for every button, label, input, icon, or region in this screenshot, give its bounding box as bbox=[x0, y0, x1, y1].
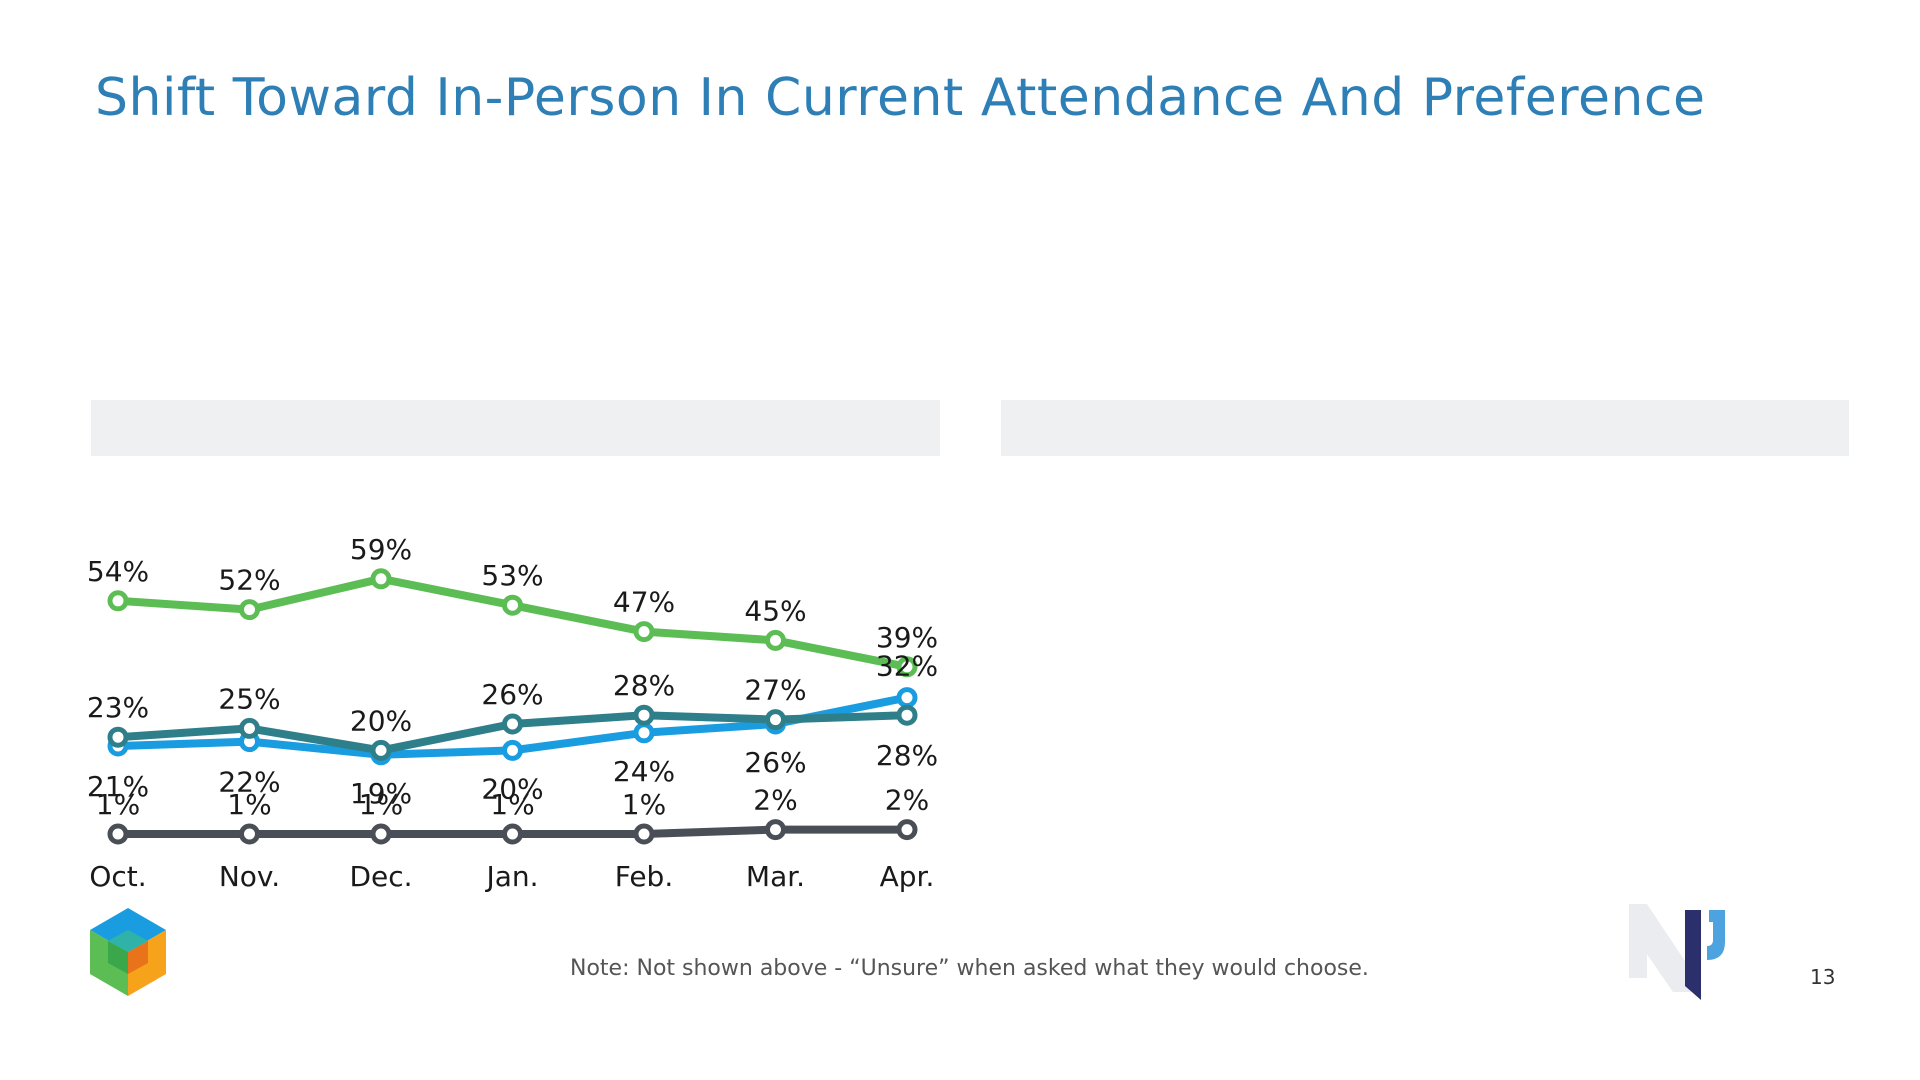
data-label: 26% bbox=[481, 678, 543, 711]
data-label: 2% bbox=[885, 784, 929, 817]
data-point bbox=[239, 823, 260, 845]
data-label: 27% bbox=[744, 674, 806, 707]
data-point bbox=[370, 739, 392, 761]
data-point bbox=[765, 709, 786, 731]
data-label: 22% bbox=[218, 766, 280, 799]
data-point bbox=[896, 704, 918, 726]
data-label: 26% bbox=[744, 746, 806, 779]
data-label: 47% bbox=[613, 586, 675, 619]
data-point bbox=[107, 726, 129, 748]
data-label: 52% bbox=[218, 564, 280, 597]
data-label: 21% bbox=[87, 770, 149, 803]
data-label: 45% bbox=[744, 594, 806, 627]
page-title: Shift Toward In-Person In Current Attend… bbox=[95, 68, 1706, 128]
data-point bbox=[107, 590, 129, 612]
np-logo-icon bbox=[1629, 904, 1725, 1000]
data-label: 1% bbox=[96, 788, 140, 821]
data-point bbox=[633, 621, 655, 643]
data-point bbox=[765, 629, 786, 651]
data-label: 19% bbox=[350, 777, 412, 810]
cube-logo-icon bbox=[90, 908, 166, 996]
data-point bbox=[107, 823, 129, 845]
x-tick-label: Nov. bbox=[219, 860, 280, 893]
x-tick-label: Mar. bbox=[746, 860, 805, 893]
x-tick-label: Apr. bbox=[880, 860, 935, 893]
data-label: 20% bbox=[350, 704, 412, 737]
data-point bbox=[633, 722, 655, 744]
data-point bbox=[502, 739, 523, 761]
data-point bbox=[370, 823, 392, 845]
data-label: 23% bbox=[87, 691, 149, 724]
x-tick-label: Oct. bbox=[89, 860, 146, 893]
data-label: 1% bbox=[622, 788, 666, 821]
data-point bbox=[633, 823, 655, 845]
data-label: 59% bbox=[350, 533, 412, 566]
data-label: 53% bbox=[481, 559, 543, 592]
page-number: 13 bbox=[1810, 965, 1836, 989]
data-label: 1% bbox=[227, 788, 271, 821]
data-label: 1% bbox=[490, 788, 534, 821]
data-point bbox=[239, 717, 260, 739]
data-point bbox=[765, 819, 786, 841]
footnote: Note: Not shown above - “Unsure” when as… bbox=[570, 956, 1369, 981]
data-label: 54% bbox=[87, 555, 149, 588]
data-label: 28% bbox=[876, 739, 938, 772]
x-tick-label: Jan. bbox=[484, 860, 538, 893]
data-label: 1% bbox=[359, 788, 403, 821]
data-label: 25% bbox=[218, 682, 280, 715]
data-point bbox=[896, 819, 918, 841]
x-tick-label: Dec. bbox=[349, 860, 412, 893]
data-point bbox=[633, 704, 655, 726]
data-label: 28% bbox=[613, 669, 675, 702]
data-point bbox=[502, 594, 523, 616]
data-point bbox=[896, 687, 918, 709]
data-label: 20% bbox=[481, 772, 543, 805]
left-panel-header bbox=[91, 400, 940, 456]
data-point bbox=[370, 568, 392, 590]
data-point bbox=[502, 713, 523, 735]
data-point bbox=[896, 656, 918, 678]
data-label: 39% bbox=[876, 621, 938, 654]
data-label: 2% bbox=[753, 784, 797, 817]
data-point bbox=[502, 823, 523, 845]
x-tick-label: Feb. bbox=[615, 860, 673, 893]
right-panel-header bbox=[1001, 400, 1849, 456]
data-point bbox=[239, 599, 260, 621]
data-label: 24% bbox=[613, 755, 675, 788]
data-label: 32% bbox=[876, 650, 938, 683]
